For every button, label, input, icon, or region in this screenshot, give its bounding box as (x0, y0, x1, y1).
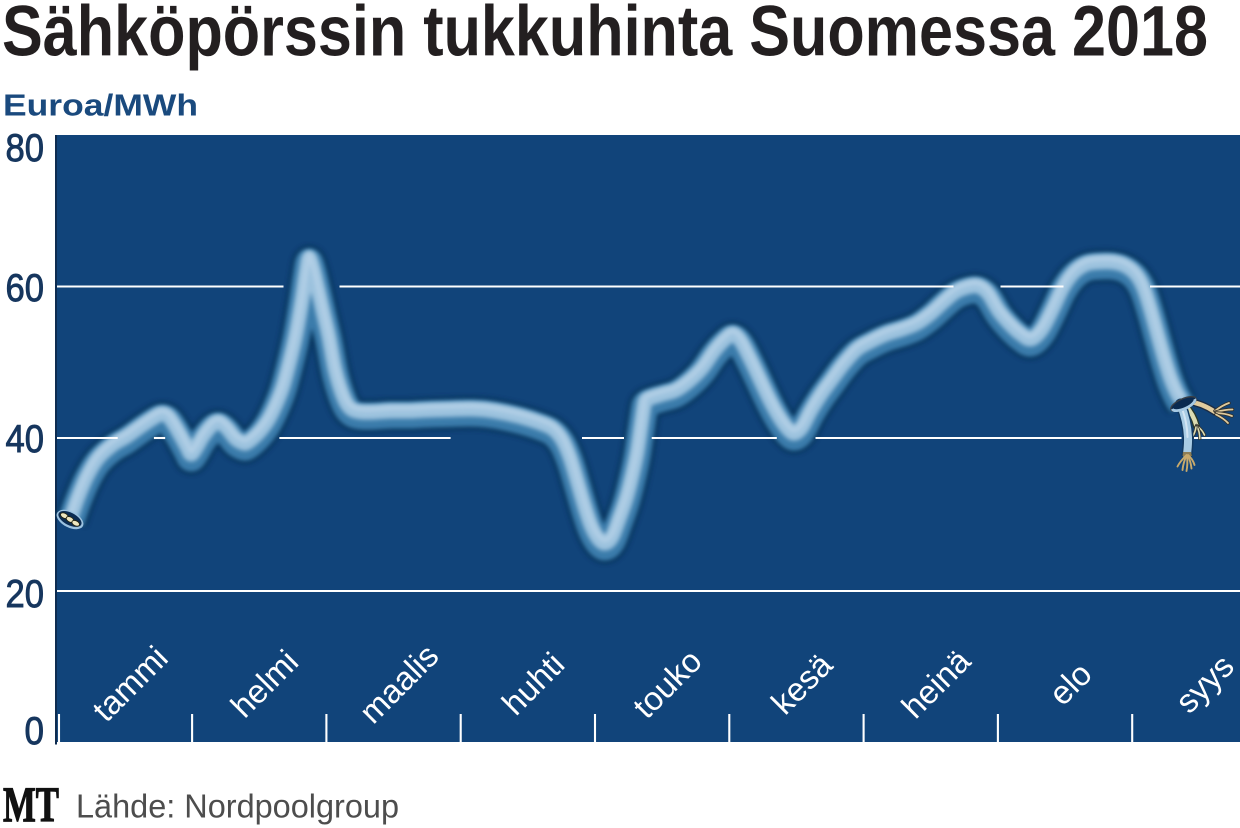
svg-text:0: 0 (25, 710, 45, 753)
svg-text:Euroa/MWh: Euroa/MWh (3, 88, 198, 123)
svg-text:Sähköpörssin tukkuhinta Suomes: Sähköpörssin tukkuhinta Suomessa 2018 (2, 0, 1208, 72)
svg-text:80: 80 (6, 127, 45, 170)
svg-text:40: 40 (6, 418, 45, 461)
svg-text:Lähde: Nordpoolgroup: Lähde: Nordpoolgroup (76, 788, 399, 825)
svg-text:MT: MT (3, 776, 59, 828)
svg-text:20: 20 (6, 573, 45, 616)
svg-text:60: 60 (6, 267, 45, 310)
